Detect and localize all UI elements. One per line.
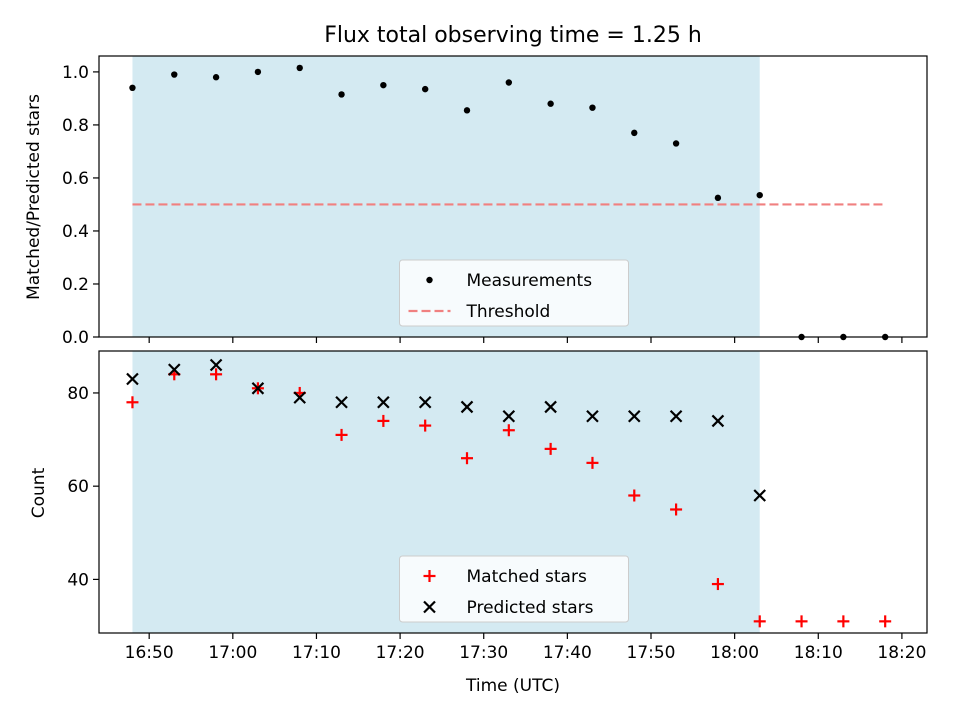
measurement-point bbox=[672, 140, 680, 147]
predicted-star-point bbox=[460, 400, 474, 414]
legend-label: Threshold bbox=[466, 302, 551, 322]
x-tick-label: 17:20 bbox=[376, 643, 425, 663]
matched-star-point bbox=[210, 368, 223, 381]
predicted-star-point bbox=[627, 409, 641, 423]
legend-label: Matched stars bbox=[467, 567, 587, 587]
matched-star-point bbox=[795, 615, 808, 628]
predicted-star-point bbox=[251, 382, 265, 395]
legend-marker bbox=[423, 600, 436, 614]
matched-star-point bbox=[335, 428, 348, 441]
matched-star-point bbox=[670, 503, 683, 516]
top-panel: 0.0 0.2 0.4 0.6 0.8 1.0 Measurements Threshold bbox=[62, 55, 928, 348]
y-tick-label: 1.0 bbox=[62, 63, 89, 83]
measurement-point bbox=[505, 79, 513, 86]
matched-star-point bbox=[837, 615, 850, 628]
measurement-point bbox=[463, 107, 471, 114]
x-tick-label: 17:50 bbox=[627, 643, 676, 663]
top-y-axis-label: Matched/Predicted stars bbox=[24, 94, 44, 300]
predicted-star-point bbox=[293, 391, 307, 404]
legend: Matched stars Predicted stars bbox=[399, 555, 629, 623]
measurement-point bbox=[547, 100, 554, 107]
y-tick-label: 40 bbox=[67, 570, 89, 590]
measurement-point bbox=[212, 74, 220, 81]
predicted-star-point bbox=[209, 358, 223, 372]
measurement-point bbox=[631, 129, 638, 137]
measurement-point bbox=[129, 84, 136, 92]
predicted-star-point bbox=[544, 400, 557, 414]
x-tick-label: 18:10 bbox=[794, 643, 843, 663]
matched-star-point bbox=[377, 414, 390, 427]
x-tick-label: 17:40 bbox=[543, 643, 592, 663]
y-tick-label: 0.8 bbox=[62, 116, 89, 136]
matched-star-point bbox=[711, 578, 724, 591]
y-tick-label: 80 bbox=[67, 384, 89, 404]
measurement-point bbox=[338, 91, 345, 98]
matched-star-point bbox=[544, 442, 557, 455]
measurement-point bbox=[714, 194, 722, 202]
measurement-point bbox=[421, 85, 429, 93]
x-tick-label: 17:10 bbox=[292, 643, 341, 663]
legend-marker bbox=[426, 276, 433, 284]
matched-star-point bbox=[628, 489, 641, 502]
measurement-point bbox=[296, 64, 303, 72]
legend-box bbox=[399, 259, 629, 327]
legend-box bbox=[399, 555, 629, 623]
matched-star-point bbox=[502, 424, 515, 437]
x-tick-label: 16:50 bbox=[125, 643, 174, 663]
axes-frame bbox=[98, 55, 928, 338]
predicted-star-point bbox=[418, 395, 432, 409]
matched-star-point bbox=[126, 396, 139, 409]
legend-label: Measurements bbox=[467, 271, 593, 291]
x-tick-label: 17:30 bbox=[459, 643, 508, 663]
predicted-star-point bbox=[669, 409, 683, 423]
matched-star-point bbox=[753, 615, 766, 628]
predicted-star-point bbox=[377, 395, 390, 409]
predicted-star-point bbox=[502, 409, 516, 423]
chart-title: Flux total observing time = 1.25 h bbox=[324, 23, 702, 48]
matched-star-point bbox=[879, 615, 892, 628]
bottom-y-axis-label: Count bbox=[29, 467, 49, 518]
x-tick-label: 18:00 bbox=[710, 643, 759, 663]
y-tick-label: 0.2 bbox=[62, 275, 89, 295]
x-tick-label: 18:20 bbox=[877, 643, 926, 663]
predicted-star-point bbox=[335, 395, 348, 409]
legend-label: Predicted stars bbox=[467, 598, 594, 618]
x-axis-label: Time (UTC) bbox=[465, 676, 560, 696]
legend: Measurements Threshold bbox=[399, 259, 629, 327]
y-tick-label: 0.4 bbox=[62, 222, 89, 242]
measurement-point bbox=[756, 191, 763, 199]
bottom-panel: 40 60 80 16:50 17:00 17:10 17:20 17:30 17:40 17:5… bbox=[67, 350, 928, 663]
measurement-point bbox=[589, 104, 596, 111]
y-tick-label: 0.6 bbox=[62, 169, 89, 189]
measurement-point bbox=[171, 71, 178, 78]
measurement-point bbox=[380, 81, 387, 89]
matched-star-point bbox=[586, 456, 599, 469]
predicted-star-point bbox=[586, 409, 599, 423]
y-tick-label: 0.0 bbox=[62, 328, 89, 348]
measurement-point bbox=[254, 68, 262, 76]
predicted-star-point bbox=[753, 489, 767, 502]
axes-frame bbox=[98, 350, 928, 634]
predicted-star-point bbox=[126, 372, 139, 386]
y-tick-label: 60 bbox=[67, 477, 89, 497]
matched-star-point bbox=[419, 419, 432, 432]
predicted-star-point bbox=[167, 363, 181, 376]
predicted-star-point bbox=[711, 414, 725, 428]
matched-star-point bbox=[461, 452, 473, 465]
legend-marker bbox=[423, 570, 436, 582]
x-tick-label: 17:00 bbox=[208, 643, 257, 663]
